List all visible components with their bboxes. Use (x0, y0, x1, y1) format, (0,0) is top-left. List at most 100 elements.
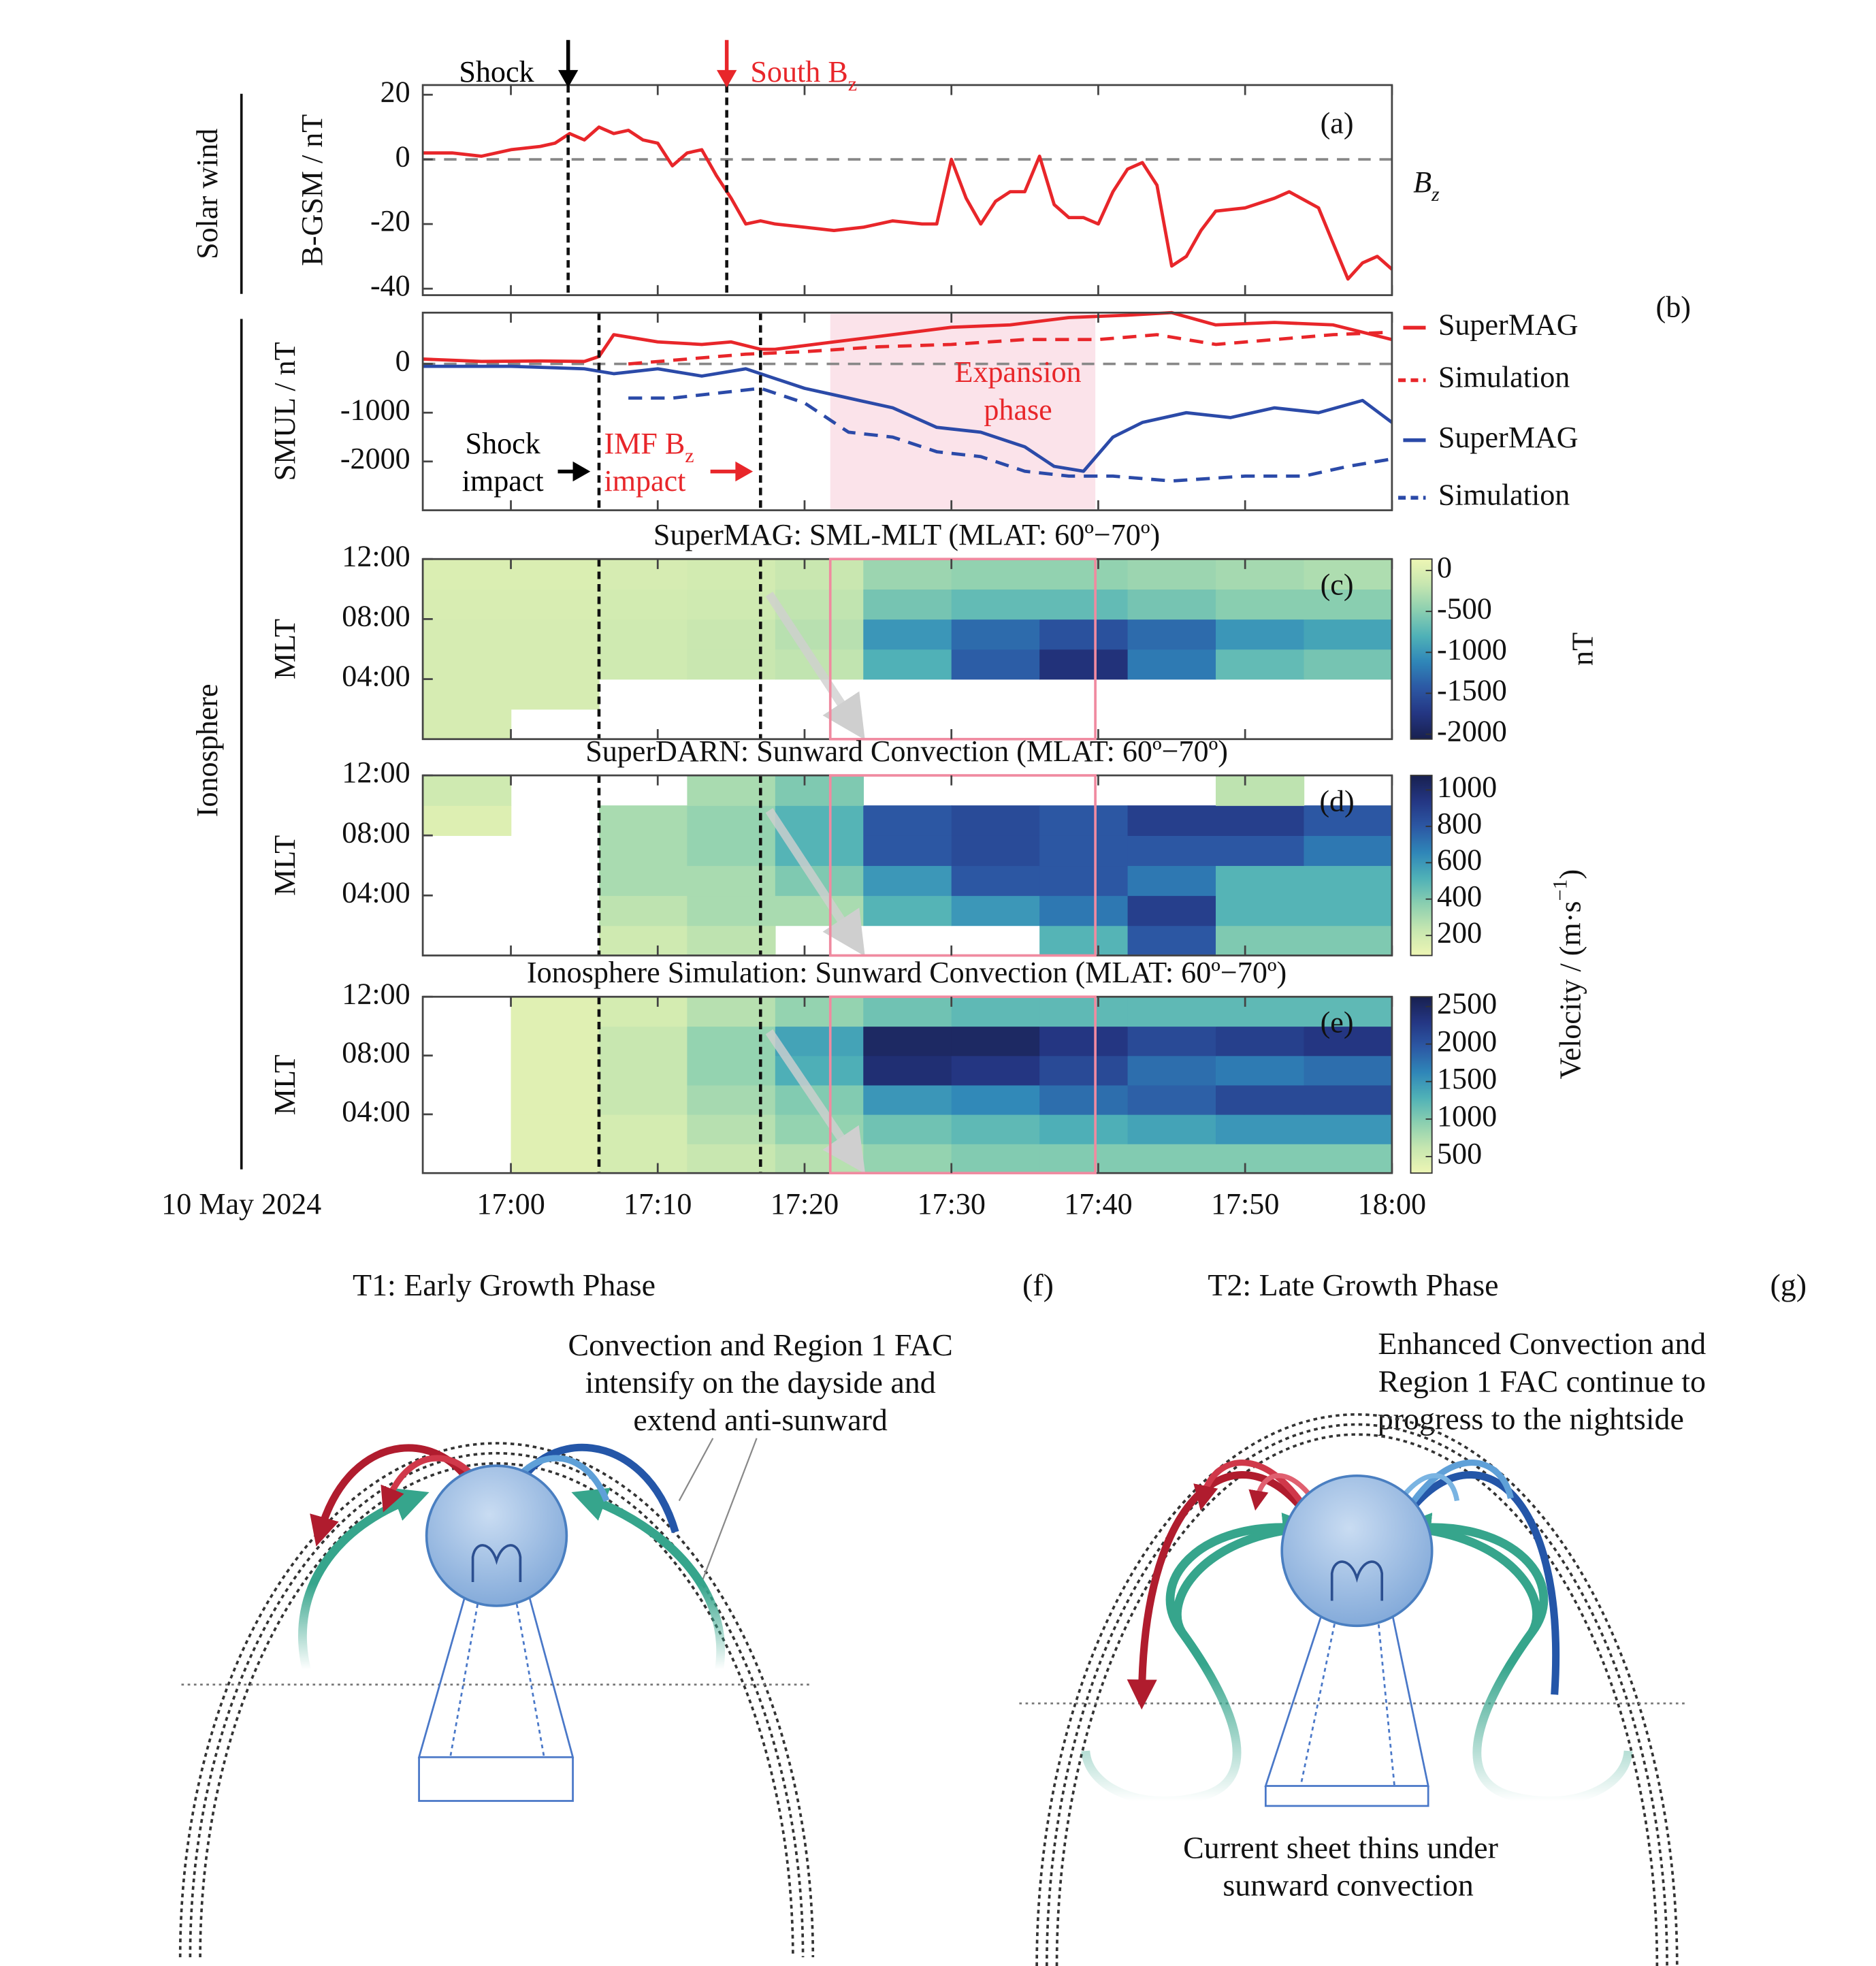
diagram-annotation: sunward convection (1223, 1868, 1473, 1903)
heatmap-cell (1304, 619, 1393, 650)
colorbar-label-part: −1 (1549, 880, 1572, 901)
heatmap-cell (1039, 895, 1129, 926)
colorbar-tick-label: 600 (1437, 843, 1482, 876)
series-label: Bz (1413, 165, 1440, 206)
tail-lines (449, 1581, 545, 1758)
plot-frame (421, 84, 1393, 296)
panel-title: SuperDARN: Sunward Convection (MLAT: 60º… (585, 735, 1228, 768)
convection-arrow (1395, 1512, 1541, 1634)
heatmap-cell (598, 1114, 688, 1144)
heatmap-cell (1039, 1055, 1129, 1086)
heatmap-cell (687, 805, 776, 836)
colorbar-label-part: Velocity / (m·s (1553, 901, 1587, 1079)
heatmap-cell (1127, 1084, 1216, 1115)
heatmap-cell (1039, 805, 1129, 836)
y-tick-label: -20 (370, 204, 410, 238)
heatmap-cell (687, 1144, 776, 1174)
annotation-part: IMF B (604, 427, 685, 460)
heatmap-cell (423, 679, 512, 710)
heatmap-cell (1039, 1026, 1129, 1057)
boundary-arc (199, 1462, 794, 1958)
heatmap-cell (951, 589, 1040, 620)
annotation-part: phase (984, 393, 1052, 426)
heatmap-cell (1216, 865, 1305, 897)
heatmap-cell (1039, 1144, 1129, 1174)
heatmap-cell (511, 619, 600, 650)
highlight-box (828, 995, 1097, 1175)
propagation-arrow (765, 807, 865, 956)
propagation-arrow (765, 592, 865, 740)
heatmap-cell (1216, 649, 1305, 680)
heatmap-cell (598, 805, 688, 836)
heatmap-cell (1216, 1114, 1305, 1144)
heatmap-cell (511, 1084, 600, 1115)
annotation: Expansion (955, 355, 1082, 389)
colorbar-tick-label: -500 (1437, 592, 1492, 625)
heatmap-cell (863, 835, 952, 867)
date-label: 10 May 2024 (161, 1187, 321, 1221)
colorbar (1410, 996, 1433, 1174)
highlight-band (830, 314, 1096, 509)
boundary-arc (1035, 1413, 1679, 1966)
panel-label: (g) (1770, 1268, 1807, 1302)
y-tick-label: 08:00 (342, 1036, 410, 1069)
y-tick-label: 12:00 (342, 756, 410, 789)
boundary-arc (1045, 1423, 1668, 1966)
annotation: Shock (466, 427, 541, 460)
heatmap-cell (598, 1144, 688, 1174)
heatmap-cell (775, 589, 864, 620)
x-tick-label: 17:00 (476, 1187, 545, 1221)
heatmap-cell (951, 619, 1040, 650)
heatmap-cell (863, 1114, 952, 1144)
panel-label: (d) (1319, 784, 1354, 818)
heatmap-cell (598, 925, 688, 956)
series-line (422, 310, 1393, 364)
heatmap-cell (1039, 589, 1129, 620)
annotation: IMF Bz (604, 427, 694, 467)
heatmap-cell (1127, 895, 1216, 926)
diagram-annotation: intensify on the dayside and (585, 1365, 936, 1400)
colorbar-tick-label: -1500 (1437, 674, 1507, 707)
highlight-box (828, 774, 1097, 957)
series-line (423, 364, 1393, 473)
diagram-title: T1: Early Growth Phase (353, 1268, 656, 1302)
heatmap-cell (511, 649, 600, 680)
annotation: Shock (459, 55, 534, 88)
heatmap-cell (687, 619, 776, 650)
diagram-annotation: extend anti-sunward (633, 1402, 888, 1437)
heatmap-cell (423, 589, 512, 620)
heatmap-cell (1216, 895, 1305, 926)
tail-lines (1299, 1594, 1395, 1786)
heatmap-cell (951, 1084, 1040, 1115)
field-lines (1330, 1560, 1384, 1601)
panel-label: (e) (1321, 1006, 1354, 1040)
annotation-part: South B (750, 55, 847, 88)
annotation-part: z (685, 445, 694, 467)
heatmap-cell (1039, 997, 1129, 1027)
heatmap-cell (951, 1055, 1040, 1086)
heatmap-cell (775, 895, 864, 926)
heatmap-cell (1304, 835, 1393, 867)
heatmap-cell (598, 589, 688, 620)
field-lines (471, 1544, 522, 1582)
colorbar-label-part: ) (1553, 869, 1587, 880)
colorbar-tick-label: 2500 (1437, 987, 1497, 1020)
heatmap-cell (951, 1114, 1040, 1144)
heatmap-cell (423, 709, 512, 740)
y-tick-label: -1000 (340, 393, 410, 426)
heatmap-cell (598, 559, 688, 590)
heatmap-cell (423, 775, 512, 806)
convection-curve (1081, 1523, 1301, 1806)
colorbar-label: nT (1566, 632, 1600, 666)
heatmap-cell (511, 1114, 600, 1144)
diagram-f: T1: Early Growth Phase (f) Convection an… (178, 1268, 1054, 1958)
heatmap-cell (1304, 895, 1393, 926)
heatmap-cell (775, 559, 864, 590)
convection-arrow (571, 1487, 725, 1671)
heatmap-cell (775, 997, 864, 1027)
heatmap-cell (863, 1026, 952, 1057)
heatmap-cell (1304, 559, 1393, 590)
heatmap-cell (687, 1084, 776, 1115)
tail-box (418, 1757, 574, 1802)
panel-label: (a) (1321, 107, 1354, 140)
